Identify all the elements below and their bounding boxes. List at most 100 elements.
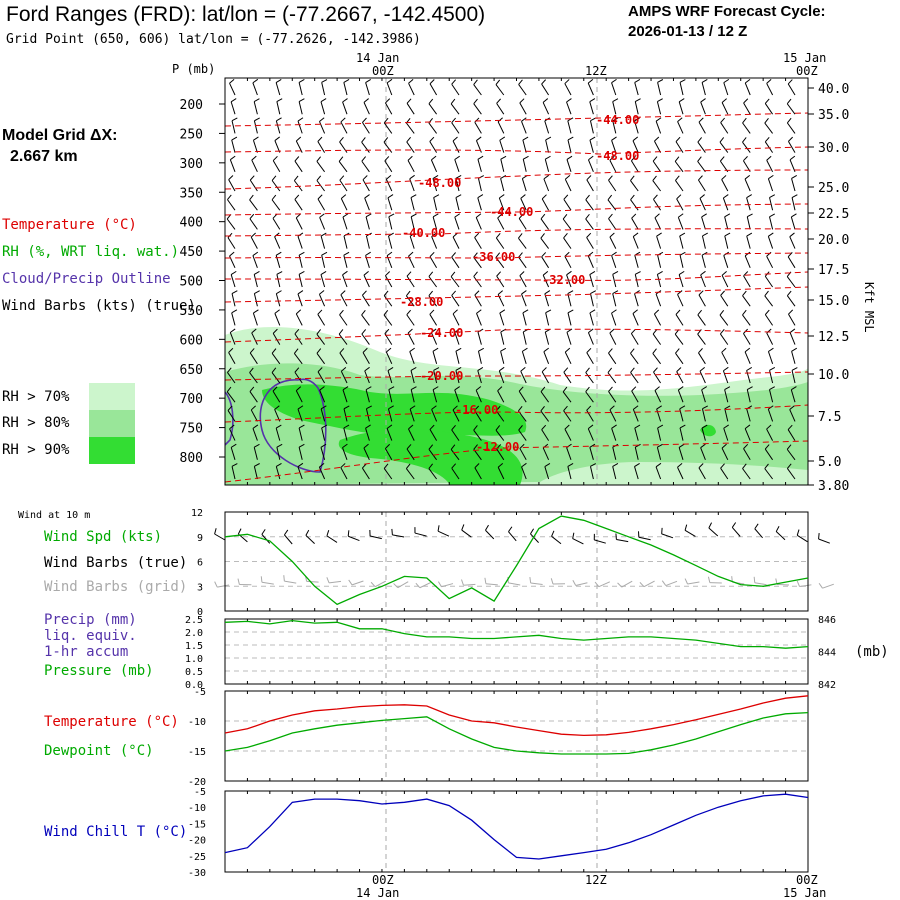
windchill-ytick-label: -10 [188,803,206,814]
wind-barb [677,117,684,134]
temperature-frame [224,690,809,782]
wind-barb [609,232,617,249]
wind-barb [587,424,594,441]
wind-barb [343,251,350,268]
wind-barb [231,309,238,326]
wind-barb-true [593,533,606,544]
wind-barb [251,155,258,173]
wind-barb-true [485,524,495,540]
wind-barb [746,213,753,230]
wind-barb [567,463,574,480]
wind-barb-grid [348,579,364,586]
wind-barb [340,463,348,480]
wind-barb [316,348,326,365]
wind-barb [769,213,776,230]
wind-barb [586,175,594,192]
wind-barb [343,424,350,441]
wind-barb [361,309,370,326]
wind-barb [678,98,685,115]
wind-barb [540,386,550,403]
wind-barb [764,463,773,480]
wind-barb [321,79,328,96]
wind-barb [789,405,796,422]
grid-point-subtitle: Grid Point (650, 606) lat/lon = (-77.262… [6,32,421,47]
wind-barb-true [305,529,315,544]
wind-barb [720,463,729,480]
wind-barb [253,271,260,288]
wind-barb [276,443,283,460]
wind-barb [297,232,304,249]
wind-barb [586,405,594,422]
wind-barb [655,462,662,480]
wind-barb [544,155,551,172]
wind-barb [295,213,303,230]
wind-barb [406,137,415,153]
wind-barb [630,156,639,173]
wind-barb [655,117,662,134]
wind-barb [249,367,258,384]
legend-rh80-swatch [89,410,135,437]
wind-barb [519,443,527,461]
wind-barb [230,270,237,288]
wind-barb [564,347,572,365]
wind-barb [518,252,527,269]
wind-barb [271,175,281,192]
wind-barb [455,175,462,192]
wind-barb-true [414,527,427,537]
temperature-contour-label: -40.00 [402,226,445,240]
wind-barb-grid [283,575,297,584]
wind-barb [677,386,684,403]
wind-barb-true [661,527,674,539]
wind-barb-grid [684,578,700,585]
wind-barb [654,386,662,403]
wind-barb [678,270,685,288]
wind-barb [252,309,259,326]
wind-barb [365,213,372,230]
wind-barb [518,386,527,403]
legend-rh: RH (%, WRT liq. wat.) [2,244,180,260]
wind-barb [343,405,350,422]
temperature-contour-label: -44.00 [596,113,639,127]
wind-barb-grid [507,576,521,586]
wind-barb [249,213,258,230]
wind-barb [611,424,617,441]
wind-barb [249,175,258,192]
wind-barb-true [347,530,360,542]
wind-barb [587,328,594,345]
pressure-unit-label: (mb) [855,644,889,660]
wind-barb [787,252,796,269]
wind-barb-grid [370,580,387,588]
wind-barb [432,174,439,192]
wind-barb [544,290,551,307]
wind-barb [608,213,617,230]
wind-barb [764,117,773,134]
wind-barb [611,136,617,153]
wind-barb [744,174,751,192]
legend-rh70-swatch [89,383,135,410]
wind-barb [631,386,639,403]
wind-barb [407,328,415,345]
bottom-tick-00z-start: 00Z [372,873,394,887]
wind-barb [252,424,259,441]
wind-barb [540,405,550,422]
temperature-contour-label: -16.00 [455,403,498,417]
wind-barb [632,136,639,153]
wind-barb [388,232,394,249]
wind-barb [361,329,370,345]
wind-barb [564,424,572,441]
wind-barb [787,424,796,441]
wind-barb [634,98,641,115]
wind-barb [719,137,729,153]
wind-barb [297,405,304,422]
wind-barb-true [283,529,293,545]
wind-barb [788,309,796,326]
temperature-contour [224,271,809,281]
temperature-contour-label: -44.00 [490,205,533,219]
wind-barb [473,425,482,441]
wind-barb [521,290,527,307]
wind-barb [541,252,550,269]
wind-barb [676,367,684,384]
wind-barb [542,270,550,288]
wind-barb [789,328,796,345]
wind-barb [450,444,460,461]
